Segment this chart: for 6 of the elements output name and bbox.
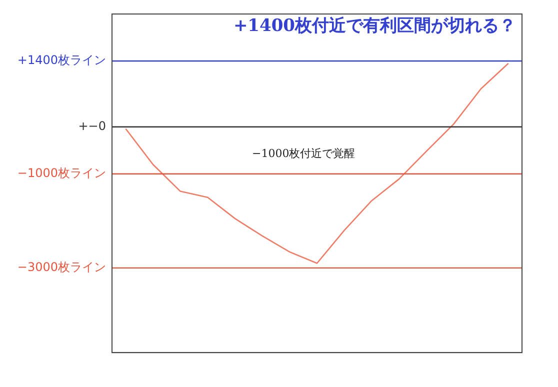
y-tick-label: +−0 bbox=[78, 118, 106, 133]
y-tick-label: −1000枚ライン bbox=[17, 166, 106, 180]
annotation: −1000枚付近で覚醒 bbox=[252, 146, 356, 160]
y-tick-label: +1400枚ライン bbox=[17, 53, 106, 68]
chart-title: +1400枚付近で有利区間が切れる？ bbox=[233, 16, 516, 36]
y-tick-label: −3000枚ライン bbox=[17, 260, 106, 274]
